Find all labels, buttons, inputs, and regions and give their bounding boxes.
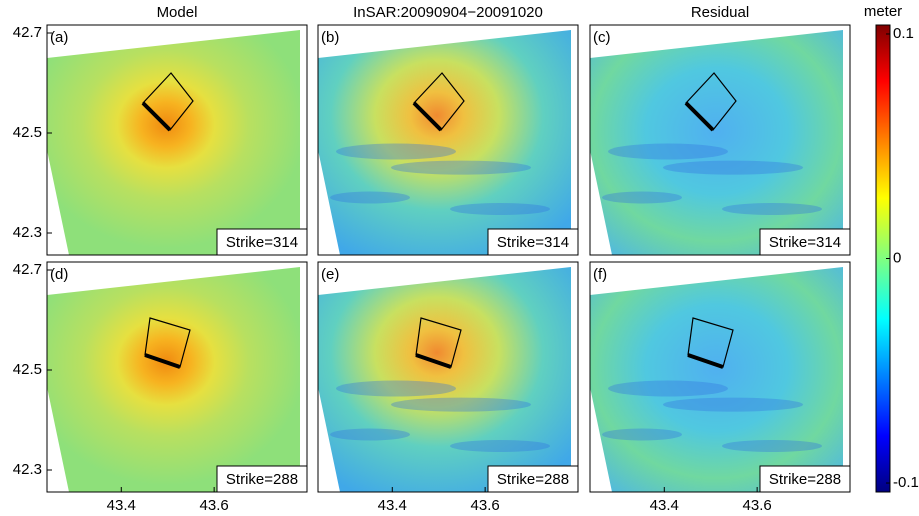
map-surface (318, 30, 571, 255)
x-tick-label: 43.6 (200, 497, 229, 514)
x-tick-label: 43.6 (743, 497, 772, 514)
annotation: Strike=314 (226, 234, 298, 251)
colorbar-tick-label: -0.1 (893, 474, 919, 491)
panel-label: (b) (321, 29, 339, 46)
map-surface (318, 267, 571, 492)
y-tick-label: 42.5 (13, 361, 42, 378)
x-tick-label: 43.6 (471, 497, 500, 514)
map-texture (663, 161, 803, 175)
annotation: Strike=288 (497, 471, 569, 488)
map-texture (663, 398, 803, 412)
annotation: Strike=314 (497, 234, 569, 251)
map-texture (336, 144, 456, 160)
map-surface (590, 267, 843, 492)
map-texture (722, 203, 822, 215)
x-tick-label: 43.4 (650, 497, 679, 514)
y-tick-label: 42.7 (13, 24, 42, 41)
y-tick-label: 42.7 (13, 261, 42, 278)
annotation: Strike=314 (769, 234, 841, 251)
annotation: Strike=288 (226, 471, 298, 488)
map-texture (602, 192, 682, 204)
y-tick-label: 42.5 (13, 124, 42, 141)
map-texture (450, 440, 550, 452)
panel-label: (a) (50, 29, 68, 46)
map-texture (330, 192, 410, 204)
colorbar-title: meter (864, 3, 902, 20)
figure: Model (a) Strike=314 42.3 42.5 42.7 InSAR:2009… (0, 0, 919, 516)
panel-label: (c) (593, 29, 611, 46)
map-texture (330, 429, 410, 441)
map-texture (391, 398, 531, 412)
y-tick-label: 42.3 (13, 224, 42, 241)
panel-title: Residual (691, 4, 749, 21)
map-texture (608, 144, 728, 160)
panel-label: (e) (321, 266, 339, 283)
map-texture (450, 203, 550, 215)
annotation: Strike=288 (769, 471, 841, 488)
map-texture (391, 161, 531, 175)
map-texture (602, 429, 682, 441)
map-surface (47, 267, 300, 492)
panel-label: (d) (50, 266, 68, 283)
colorbar-tick-label: 0 (893, 249, 901, 266)
x-tick-label: 43.4 (107, 497, 136, 514)
map-surface (47, 30, 300, 255)
map-texture (336, 381, 456, 397)
y-tick-label: 42.3 (13, 461, 42, 478)
map-texture (722, 440, 822, 452)
panel-title: Model (157, 4, 198, 21)
map-surface (590, 30, 843, 255)
panel-label: (f) (593, 266, 607, 283)
map-texture (608, 381, 728, 397)
panel-title: InSAR:20090904−20091020 (353, 4, 543, 21)
colorbar-tick-label: 0.1 (893, 25, 914, 42)
x-tick-label: 43.4 (378, 497, 407, 514)
